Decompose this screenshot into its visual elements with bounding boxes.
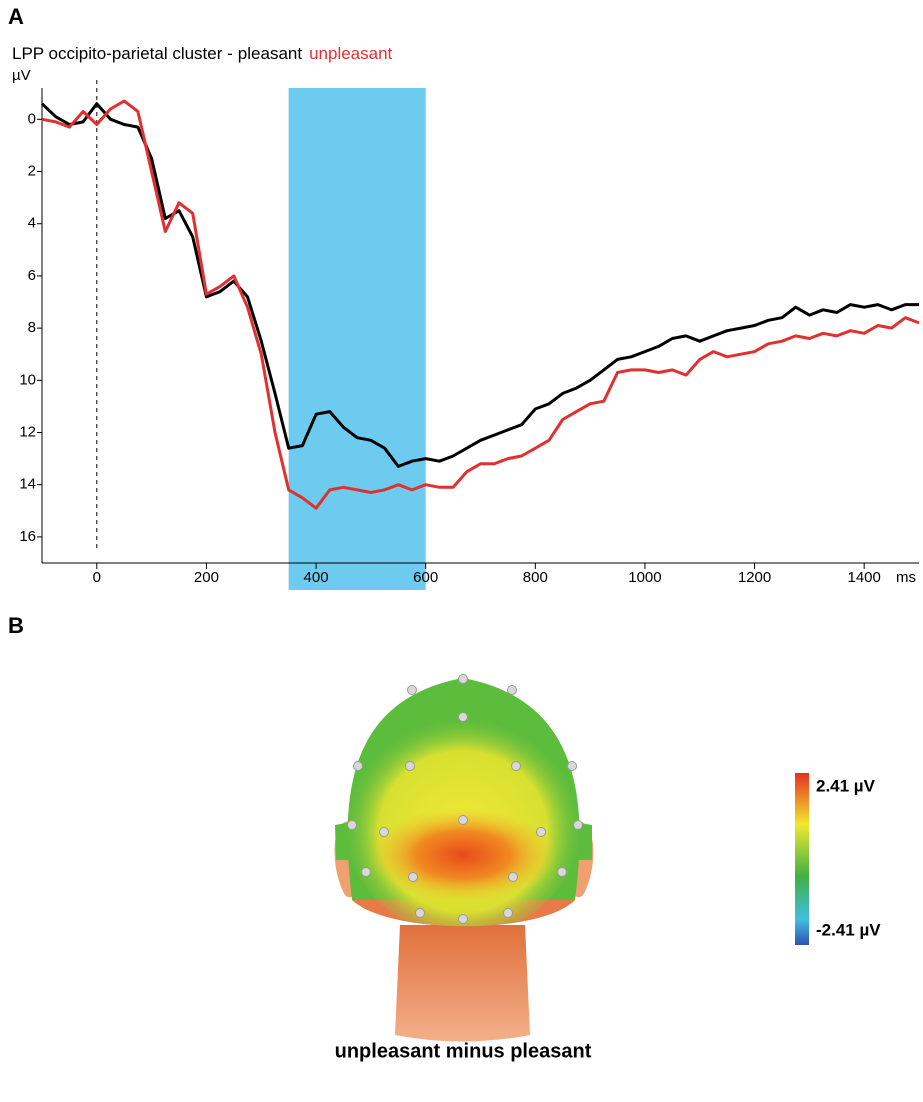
y-tick-label: 0 [28, 110, 36, 127]
y-tick-label: 10 [19, 371, 36, 388]
legend-entry: unpleasant [309, 44, 392, 63]
chart-title: LPP occipito-parietal cluster - pleasant u… [12, 44, 393, 63]
x-tick-label: 600 [413, 569, 438, 586]
series-line [42, 101, 919, 508]
caption: unpleasant minus pleasant [335, 1040, 592, 1062]
y-tick-label: 12 [19, 423, 36, 440]
colorbar-label: 2.41 µV [816, 776, 876, 795]
highlight-window [289, 88, 426, 590]
head-map [330, 670, 600, 1042]
title-text: LPP occipito-parietal cluster - [12, 44, 233, 63]
y-tick-label: 16 [19, 528, 36, 545]
y-tick-label: 14 [19, 476, 36, 493]
y-tick-label: 8 [28, 319, 36, 336]
panel-label: A [8, 4, 24, 29]
series-line [42, 104, 919, 467]
colorbar-label: -2.41 µV [816, 921, 881, 940]
y-tick-label: 2 [28, 162, 36, 179]
x-tick-label: 1400 [848, 569, 881, 586]
y-tick-label: 6 [28, 267, 36, 284]
y-tick-label: 4 [28, 215, 36, 232]
legend-entry: pleasant [238, 44, 303, 63]
x-tick-label: 400 [304, 569, 329, 586]
plot-area: 0 2 4 6 8 10 12 14 16 0 200 400 600 800 1000 1200 1400 [19, 80, 919, 590]
y-axis-label: µV [12, 67, 31, 84]
colorbar [795, 773, 809, 945]
figure: A B LPP occipito-parietal cluster - pleas… [0, 0, 923, 1097]
x-tick-label: 200 [194, 569, 219, 586]
panel-label: B [8, 613, 24, 638]
x-axis-label: ms [896, 569, 916, 586]
x-tick-label: 1000 [628, 569, 661, 586]
x-tick-label: 0 [93, 569, 101, 586]
x-tick-label: 1200 [738, 569, 771, 586]
x-tick-label: 800 [523, 569, 548, 586]
